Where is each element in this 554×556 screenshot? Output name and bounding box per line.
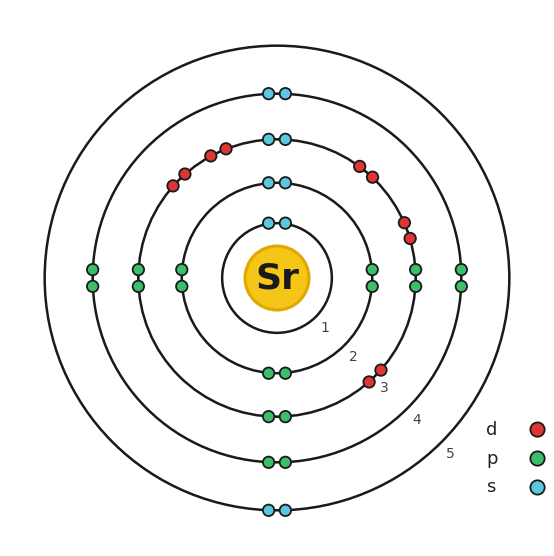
Text: p: p	[486, 450, 498, 468]
Text: 4: 4	[412, 413, 420, 427]
Circle shape	[530, 480, 545, 495]
Circle shape	[280, 217, 291, 229]
Circle shape	[375, 364, 387, 376]
Circle shape	[176, 264, 187, 275]
Circle shape	[280, 368, 291, 379]
Circle shape	[263, 368, 274, 379]
Circle shape	[263, 505, 274, 516]
Circle shape	[220, 143, 232, 155]
Circle shape	[280, 88, 291, 100]
Circle shape	[167, 180, 179, 192]
Circle shape	[280, 177, 291, 188]
Circle shape	[205, 150, 217, 162]
Text: 5: 5	[446, 447, 455, 461]
Circle shape	[132, 264, 144, 275]
Circle shape	[354, 161, 366, 172]
Circle shape	[263, 177, 274, 188]
Circle shape	[263, 411, 274, 423]
Circle shape	[367, 171, 378, 183]
Circle shape	[280, 456, 291, 468]
Text: Sr: Sr	[255, 261, 299, 295]
Circle shape	[404, 233, 416, 244]
Circle shape	[263, 133, 274, 145]
Circle shape	[399, 217, 410, 229]
Circle shape	[455, 281, 467, 292]
Circle shape	[530, 451, 545, 466]
Circle shape	[245, 246, 309, 310]
Circle shape	[87, 281, 99, 292]
Circle shape	[132, 281, 144, 292]
Circle shape	[263, 217, 274, 229]
Circle shape	[410, 281, 422, 292]
Circle shape	[367, 281, 378, 292]
Text: 2: 2	[349, 350, 358, 364]
Circle shape	[179, 168, 191, 180]
Circle shape	[280, 505, 291, 516]
Circle shape	[263, 88, 274, 100]
Circle shape	[280, 133, 291, 145]
Circle shape	[455, 264, 467, 275]
Circle shape	[263, 456, 274, 468]
Circle shape	[280, 411, 291, 423]
Text: 3: 3	[379, 381, 388, 395]
Circle shape	[410, 264, 422, 275]
Text: d: d	[486, 420, 498, 439]
Text: 1: 1	[320, 321, 329, 335]
Circle shape	[367, 264, 378, 275]
Circle shape	[176, 281, 187, 292]
Circle shape	[363, 376, 375, 388]
Circle shape	[530, 423, 545, 436]
Circle shape	[87, 264, 99, 275]
Text: s: s	[486, 479, 496, 497]
